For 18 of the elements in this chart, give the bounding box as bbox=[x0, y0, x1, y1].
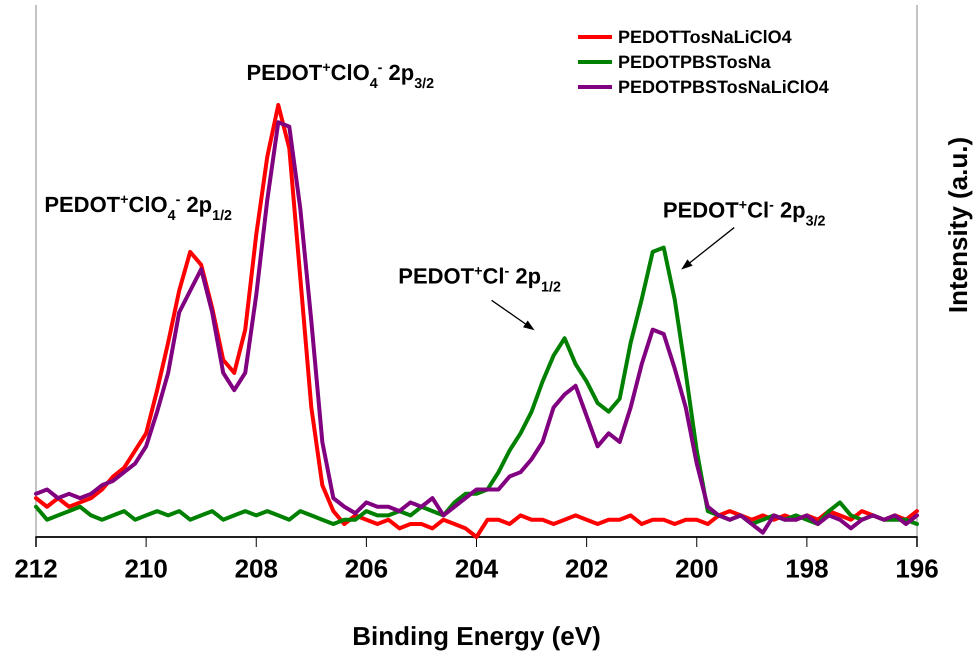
x-axis-title: Binding Energy (eV) bbox=[352, 621, 601, 651]
x-tick-label: 210 bbox=[124, 553, 168, 584]
x-tick-label: 208 bbox=[234, 553, 278, 584]
y-axis-title: Intensity (a.u.) bbox=[943, 136, 973, 314]
legend-label: PEDOTPBSTosNa bbox=[618, 52, 772, 72]
x-tick-label: 212 bbox=[14, 553, 58, 584]
x-tick-label: 202 bbox=[564, 553, 608, 584]
x-tick-label: 196 bbox=[895, 553, 939, 584]
x-tick-label: 204 bbox=[454, 553, 499, 584]
annotation: PEDOT$^{+}$ClO$_{4}$$^{-}$ 2p$_{3/2}$ bbox=[246, 60, 434, 92]
annotation: PEDOT$^{+}$Cl$^{-}$ 2p$_{1/2}$ bbox=[398, 263, 561, 296]
legend-label: PEDOTPBSTosNaLiClO4 bbox=[618, 77, 829, 97]
x-tick-label: 198 bbox=[785, 553, 829, 584]
x-tick-label: 200 bbox=[675, 553, 718, 584]
legend-label: PEDOTTosNaLiClO4 bbox=[618, 27, 792, 47]
annotation: PEDOT$^{+}$ClO$_{4}$$^{-}$ 2p$_{1/2}$ bbox=[44, 192, 232, 224]
x-tick-label: 206 bbox=[344, 553, 388, 584]
annotation: PEDOT$^{+}$Cl$^{-}$ 2p$_{3/2}$ bbox=[662, 198, 826, 230]
